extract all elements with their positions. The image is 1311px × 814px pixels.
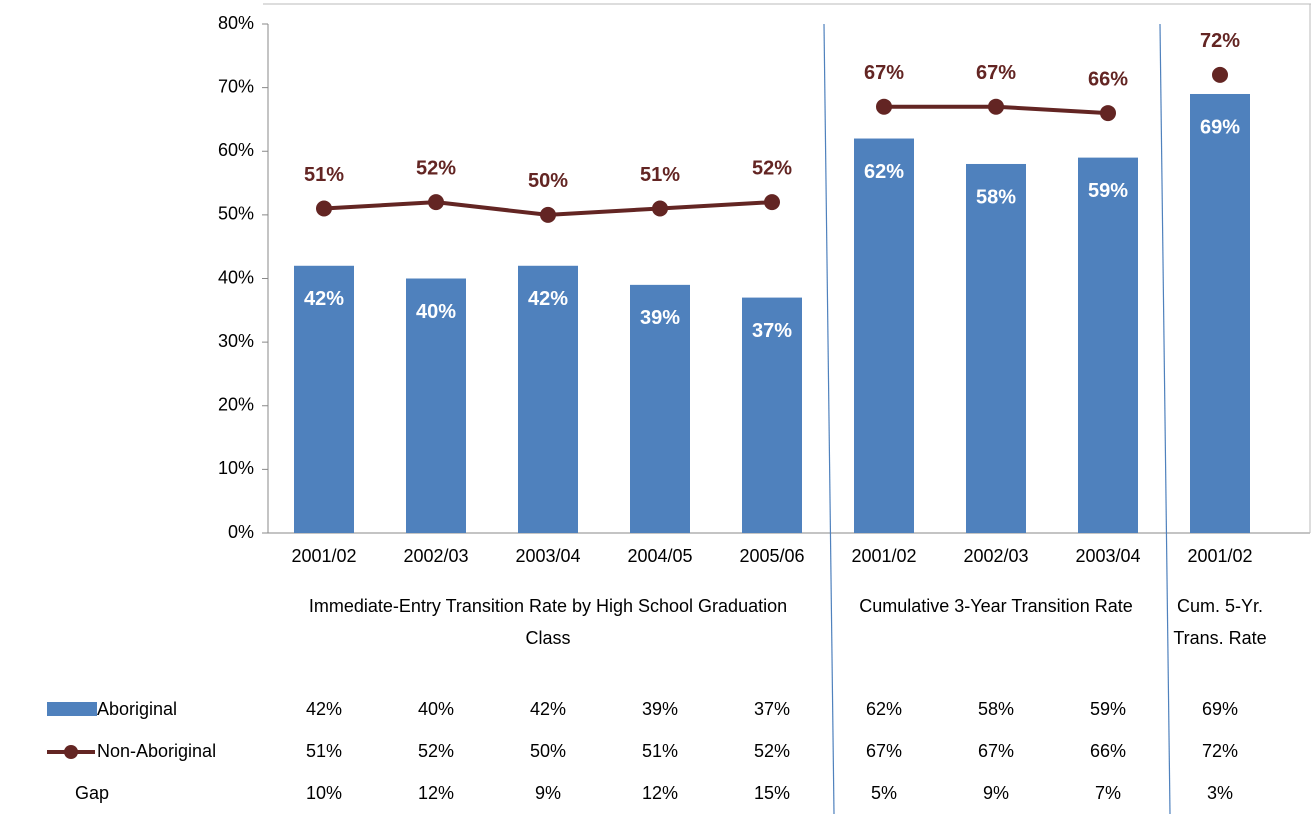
table-cell: 66% xyxy=(1090,741,1126,761)
table-cell: 37% xyxy=(754,699,790,719)
bar xyxy=(1078,157,1138,534)
line-marker xyxy=(652,200,668,217)
y-tick-label: 50% xyxy=(218,204,254,224)
table-cell: 9% xyxy=(535,783,561,803)
line-marker xyxy=(316,200,332,217)
y-tick-label: 10% xyxy=(218,458,254,478)
group-label: Cumulative 3-Year Transition Rate xyxy=(859,596,1133,616)
bar-label: 37% xyxy=(752,320,792,342)
bar xyxy=(294,265,354,533)
x-tick-label: 2002/03 xyxy=(963,546,1028,566)
bar-label: 40% xyxy=(416,301,456,323)
table-cell: 50% xyxy=(530,741,566,761)
line-marker xyxy=(1212,66,1228,83)
bar xyxy=(630,284,690,533)
x-tick-label: 2003/04 xyxy=(1075,546,1140,566)
x-tick-label: 2001/02 xyxy=(291,546,356,566)
line-marker xyxy=(988,98,1004,115)
x-tick-label: 2004/05 xyxy=(627,546,692,566)
line-label: 52% xyxy=(416,157,456,179)
table-cell: 3% xyxy=(1207,783,1233,803)
group-label-box: Cum. 5-Yr. Trans. Rate xyxy=(1173,596,1267,648)
table-cell: 12% xyxy=(418,783,454,803)
table-cell: 52% xyxy=(418,741,454,761)
table-cell: 67% xyxy=(978,741,1014,761)
x-tick-label: 2002/03 xyxy=(403,546,468,566)
bar-label: 42% xyxy=(304,288,344,310)
group-label: Immediate-Entry Transition Rate by High … xyxy=(308,596,788,648)
table-cell: 72% xyxy=(1202,741,1238,761)
table-cell: 5% xyxy=(871,783,897,803)
line-label: 52% xyxy=(752,157,792,179)
table-cell: 52% xyxy=(754,741,790,761)
bar-label: 39% xyxy=(640,307,680,329)
table-cell: 9% xyxy=(983,783,1009,803)
bar xyxy=(966,163,1026,533)
legend-label: Aboriginal xyxy=(97,699,177,719)
group-separator xyxy=(1159,23,1171,814)
table-cell: 42% xyxy=(306,699,342,719)
table-cell: 7% xyxy=(1095,783,1121,803)
legend-marker xyxy=(64,745,78,759)
line-label: 51% xyxy=(640,164,680,186)
bar xyxy=(742,297,802,533)
table-cell: 67% xyxy=(866,741,902,761)
y-tick-label: 40% xyxy=(218,267,254,287)
table-cell: 39% xyxy=(642,699,678,719)
row-label: Gap xyxy=(75,783,109,803)
y-tick-label: 60% xyxy=(218,140,254,160)
table-cell: 42% xyxy=(530,699,566,719)
table-cell: 15% xyxy=(754,783,790,803)
bar-label: 62% xyxy=(864,161,904,183)
group-label: Cum. 5-Yr. Trans. Rate xyxy=(1173,596,1267,648)
line-label: 50% xyxy=(528,170,568,192)
line-marker xyxy=(428,194,444,211)
legend-swatch xyxy=(47,702,97,716)
legend-label: Non-Aboriginal xyxy=(97,741,216,761)
x-tick-label: 2005/06 xyxy=(739,546,804,566)
bar-label: 42% xyxy=(528,288,568,310)
y-tick-label: 70% xyxy=(218,76,254,96)
y-tick-label: 0% xyxy=(228,522,254,542)
bar xyxy=(854,138,914,533)
bar-label: 69% xyxy=(1200,116,1240,138)
table-cell: 62% xyxy=(866,699,902,719)
line-marker xyxy=(876,98,892,115)
line-label: 67% xyxy=(864,62,904,84)
bar xyxy=(1190,93,1250,534)
x-tick-label: 2001/02 xyxy=(851,546,916,566)
table-cell: 59% xyxy=(1090,699,1126,719)
group-label-box: Cumulative 3-Year Transition Rate xyxy=(859,596,1133,616)
table-cell: 69% xyxy=(1202,699,1238,719)
table-cell: 12% xyxy=(642,783,678,803)
line-label: 51% xyxy=(304,164,344,186)
bar-label: 58% xyxy=(976,186,1016,208)
table-cell: 10% xyxy=(306,783,342,803)
line-label: 72% xyxy=(1200,30,1240,52)
table-cell: 51% xyxy=(642,741,678,761)
group-separator xyxy=(823,23,835,814)
bar xyxy=(518,265,578,533)
x-tick-label: 2003/04 xyxy=(515,546,580,566)
y-tick-label: 20% xyxy=(218,395,254,415)
y-tick-label: 30% xyxy=(218,331,254,351)
bar xyxy=(406,278,466,533)
line-label: 66% xyxy=(1088,68,1128,90)
line-marker xyxy=(1100,105,1116,122)
table-cell: 51% xyxy=(306,741,342,761)
x-tick-label: 2001/02 xyxy=(1187,546,1252,566)
group-label-box: Immediate-Entry Transition Rate by High … xyxy=(308,596,788,648)
bar-label: 59% xyxy=(1088,180,1128,202)
y-tick-label: 80% xyxy=(218,13,254,33)
line-marker xyxy=(540,206,556,223)
line-marker xyxy=(764,194,780,211)
table-cell: 40% xyxy=(418,699,454,719)
table-cell: 58% xyxy=(978,699,1014,719)
line-label: 67% xyxy=(976,62,1016,84)
